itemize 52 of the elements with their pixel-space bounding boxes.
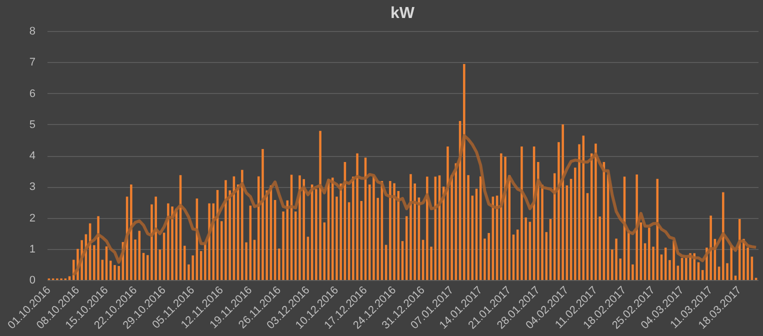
bar	[114, 265, 116, 280]
y-tick-label: 6	[29, 88, 36, 100]
bar	[282, 212, 284, 280]
bar	[500, 153, 502, 280]
chart-title: kW	[390, 5, 416, 22]
bar	[130, 184, 132, 280]
bar	[262, 148, 264, 280]
bar	[672, 240, 675, 280]
bar	[302, 179, 305, 280]
bar	[154, 196, 157, 280]
bar	[118, 266, 120, 280]
bar	[537, 162, 540, 280]
bar	[488, 233, 490, 280]
bar	[734, 276, 737, 280]
y-tick-label: 5	[29, 118, 36, 131]
bar	[389, 181, 392, 280]
bar	[224, 180, 227, 280]
bar	[426, 176, 428, 280]
bar	[676, 266, 680, 280]
bar	[97, 216, 100, 280]
bar	[372, 176, 375, 280]
line-series	[72, 134, 758, 277]
y-tick-label: 4	[29, 150, 36, 162]
bar	[171, 206, 174, 280]
bar	[742, 238, 745, 280]
y-tick-label: 3	[29, 181, 36, 194]
bar	[520, 146, 523, 280]
bar	[356, 153, 358, 280]
bar	[446, 146, 449, 280]
bar	[241, 170, 244, 280]
bar	[410, 174, 412, 280]
bar	[298, 175, 301, 280]
y-tick-label: 7	[29, 56, 36, 69]
bar	[615, 238, 618, 280]
bar	[594, 144, 597, 280]
bar	[578, 144, 580, 280]
bar	[319, 130, 322, 280]
y-tick-label: 1	[29, 243, 36, 256]
bar	[340, 184, 342, 280]
y-tick-label: 2	[29, 212, 36, 224]
bar	[722, 192, 724, 280]
bar	[562, 124, 564, 280]
bar	[463, 64, 466, 280]
bar	[167, 203, 170, 280]
bar	[710, 216, 712, 280]
bar	[648, 228, 650, 280]
y-tick-label: 0	[29, 274, 36, 286]
bar	[636, 174, 638, 280]
bar	[504, 156, 506, 280]
y-tick-label: 8	[29, 26, 36, 38]
bar	[393, 183, 396, 280]
bar	[192, 255, 194, 280]
